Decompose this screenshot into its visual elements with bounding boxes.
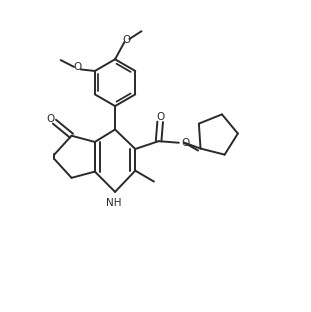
Text: O: O bbox=[181, 138, 190, 148]
Text: O: O bbox=[156, 112, 164, 123]
Text: O: O bbox=[47, 114, 55, 124]
Text: O: O bbox=[74, 62, 82, 72]
Text: O: O bbox=[123, 35, 131, 45]
Text: NH: NH bbox=[106, 198, 121, 208]
